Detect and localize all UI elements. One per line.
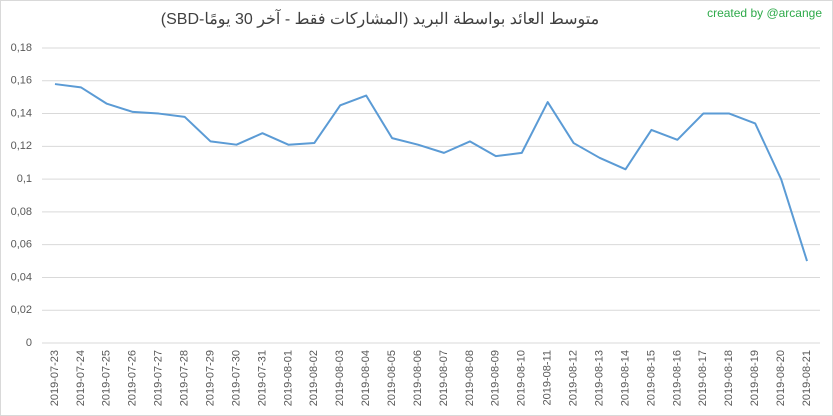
y-tick-label: 0,18	[11, 42, 32, 54]
x-tick-label: 2019-08-12	[568, 350, 580, 406]
x-tick-label: 2019-07-25	[101, 350, 113, 406]
y-tick-label: 0,14	[11, 107, 32, 119]
x-tick-label: 2019-08-21	[801, 350, 813, 406]
x-tick-label: 2019-08-20	[775, 350, 787, 406]
x-tick-label: 2019-08-16	[671, 350, 683, 406]
y-tick-label: 0,06	[11, 239, 32, 251]
x-tick-label: 2019-08-08	[464, 350, 476, 406]
x-tick-label: 2019-08-10	[516, 350, 528, 406]
x-tick-label: 2019-07-24	[75, 350, 87, 406]
x-tick-label: 2019-08-01	[282, 350, 294, 406]
x-tick-label: 2019-08-02	[308, 350, 320, 406]
y-tick-label: 0,12	[11, 140, 32, 152]
x-tick-label: 2019-08-04	[360, 350, 372, 406]
x-tick-label: 2019-08-19	[749, 350, 761, 406]
x-tick-label: 2019-07-27	[153, 350, 165, 406]
x-tick-label: 2019-08-18	[723, 350, 735, 406]
y-tick-label: 0,08	[11, 206, 32, 218]
y-tick-label: 0,04	[11, 271, 32, 283]
x-tick-label: 2019-08-06	[412, 350, 424, 406]
annotation: created by @arcange	[707, 6, 822, 20]
x-tick-label: 2019-07-29	[204, 350, 216, 406]
x-tick-label: 2019-07-31	[256, 350, 268, 406]
x-tick-label: 2019-08-03	[334, 350, 346, 406]
x-tick-label: 2019-08-05	[386, 350, 398, 406]
x-tick-label: 2019-07-30	[230, 350, 242, 406]
y-tick-label: 0,02	[11, 304, 32, 316]
y-tick-label: 0,16	[11, 75, 32, 87]
x-tick-label: 2019-08-14	[619, 350, 631, 406]
x-tick-label: 2019-07-26	[127, 350, 139, 406]
x-tick-label: 2019-08-07	[438, 350, 450, 406]
x-tick-label: 2019-08-11	[542, 350, 554, 405]
x-tick-label: 2019-08-09	[490, 350, 502, 406]
x-tick-label: 2019-07-23	[49, 350, 61, 406]
x-tick-label: 2019-08-15	[645, 350, 657, 406]
x-tick-label: 2019-07-28	[179, 350, 191, 406]
line-series	[54, 83, 808, 262]
x-tick-label: 2019-08-17	[697, 350, 709, 406]
y-tick-label: 0	[26, 337, 32, 349]
chart-title: متوسط العائد بواسطة البريد (المشاركات فق…	[161, 8, 599, 28]
y-tick-label: 0,1	[17, 173, 32, 185]
x-tick-label: 2019-08-13	[593, 350, 605, 406]
